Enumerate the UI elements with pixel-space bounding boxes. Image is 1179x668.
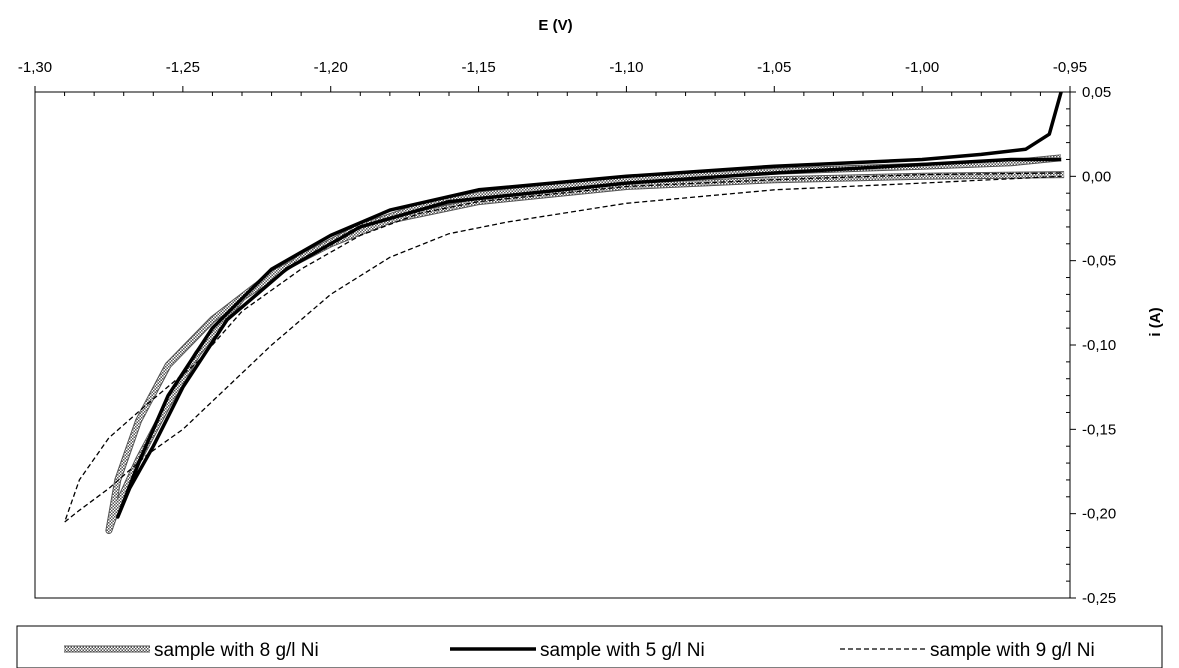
x-tick-label: -1,20 — [314, 59, 348, 76]
x-tick-label: -1,25 — [166, 59, 200, 76]
y-tick-label: -0,20 — [1082, 506, 1116, 523]
legend-box — [16, 625, 1163, 668]
series-line-0 — [105, 154, 1065, 534]
y-axis-title: i (A) — [1147, 307, 1164, 336]
legend-label: sample with 5 g/l Ni — [540, 640, 705, 661]
series-line-2 — [63, 172, 1062, 523]
x-tick-label: -1,05 — [757, 59, 791, 76]
legend-label: sample with 9 g/l Ni — [930, 640, 1095, 661]
x-tick-label: -1,00 — [905, 59, 939, 76]
x-tick-label: -0,95 — [1053, 59, 1087, 76]
y-tick-label: 0,05 — [1082, 84, 1111, 101]
x-tick-label: -1,15 — [461, 59, 495, 76]
series-line-1 — [116, 91, 1063, 519]
y-tick-label: 0,00 — [1082, 168, 1111, 185]
legend-label: sample with 8 g/l Ni — [154, 640, 319, 661]
legend: sample with 8 g/l Ni sample with 5 g/l Ni… — [16, 625, 1163, 668]
series-line-0-pattern — [106, 155, 1065, 533]
x-tick-label: -1,10 — [609, 59, 643, 76]
y-tick-label: -0,25 — [1082, 590, 1116, 607]
x-tick-label: -1,30 — [18, 59, 52, 76]
x-axis-title: E (V) — [538, 17, 572, 34]
y-tick-label: -0,10 — [1082, 337, 1116, 354]
y-tick-label: -0,15 — [1082, 421, 1116, 438]
y-tick-label: -0,05 — [1082, 253, 1116, 270]
